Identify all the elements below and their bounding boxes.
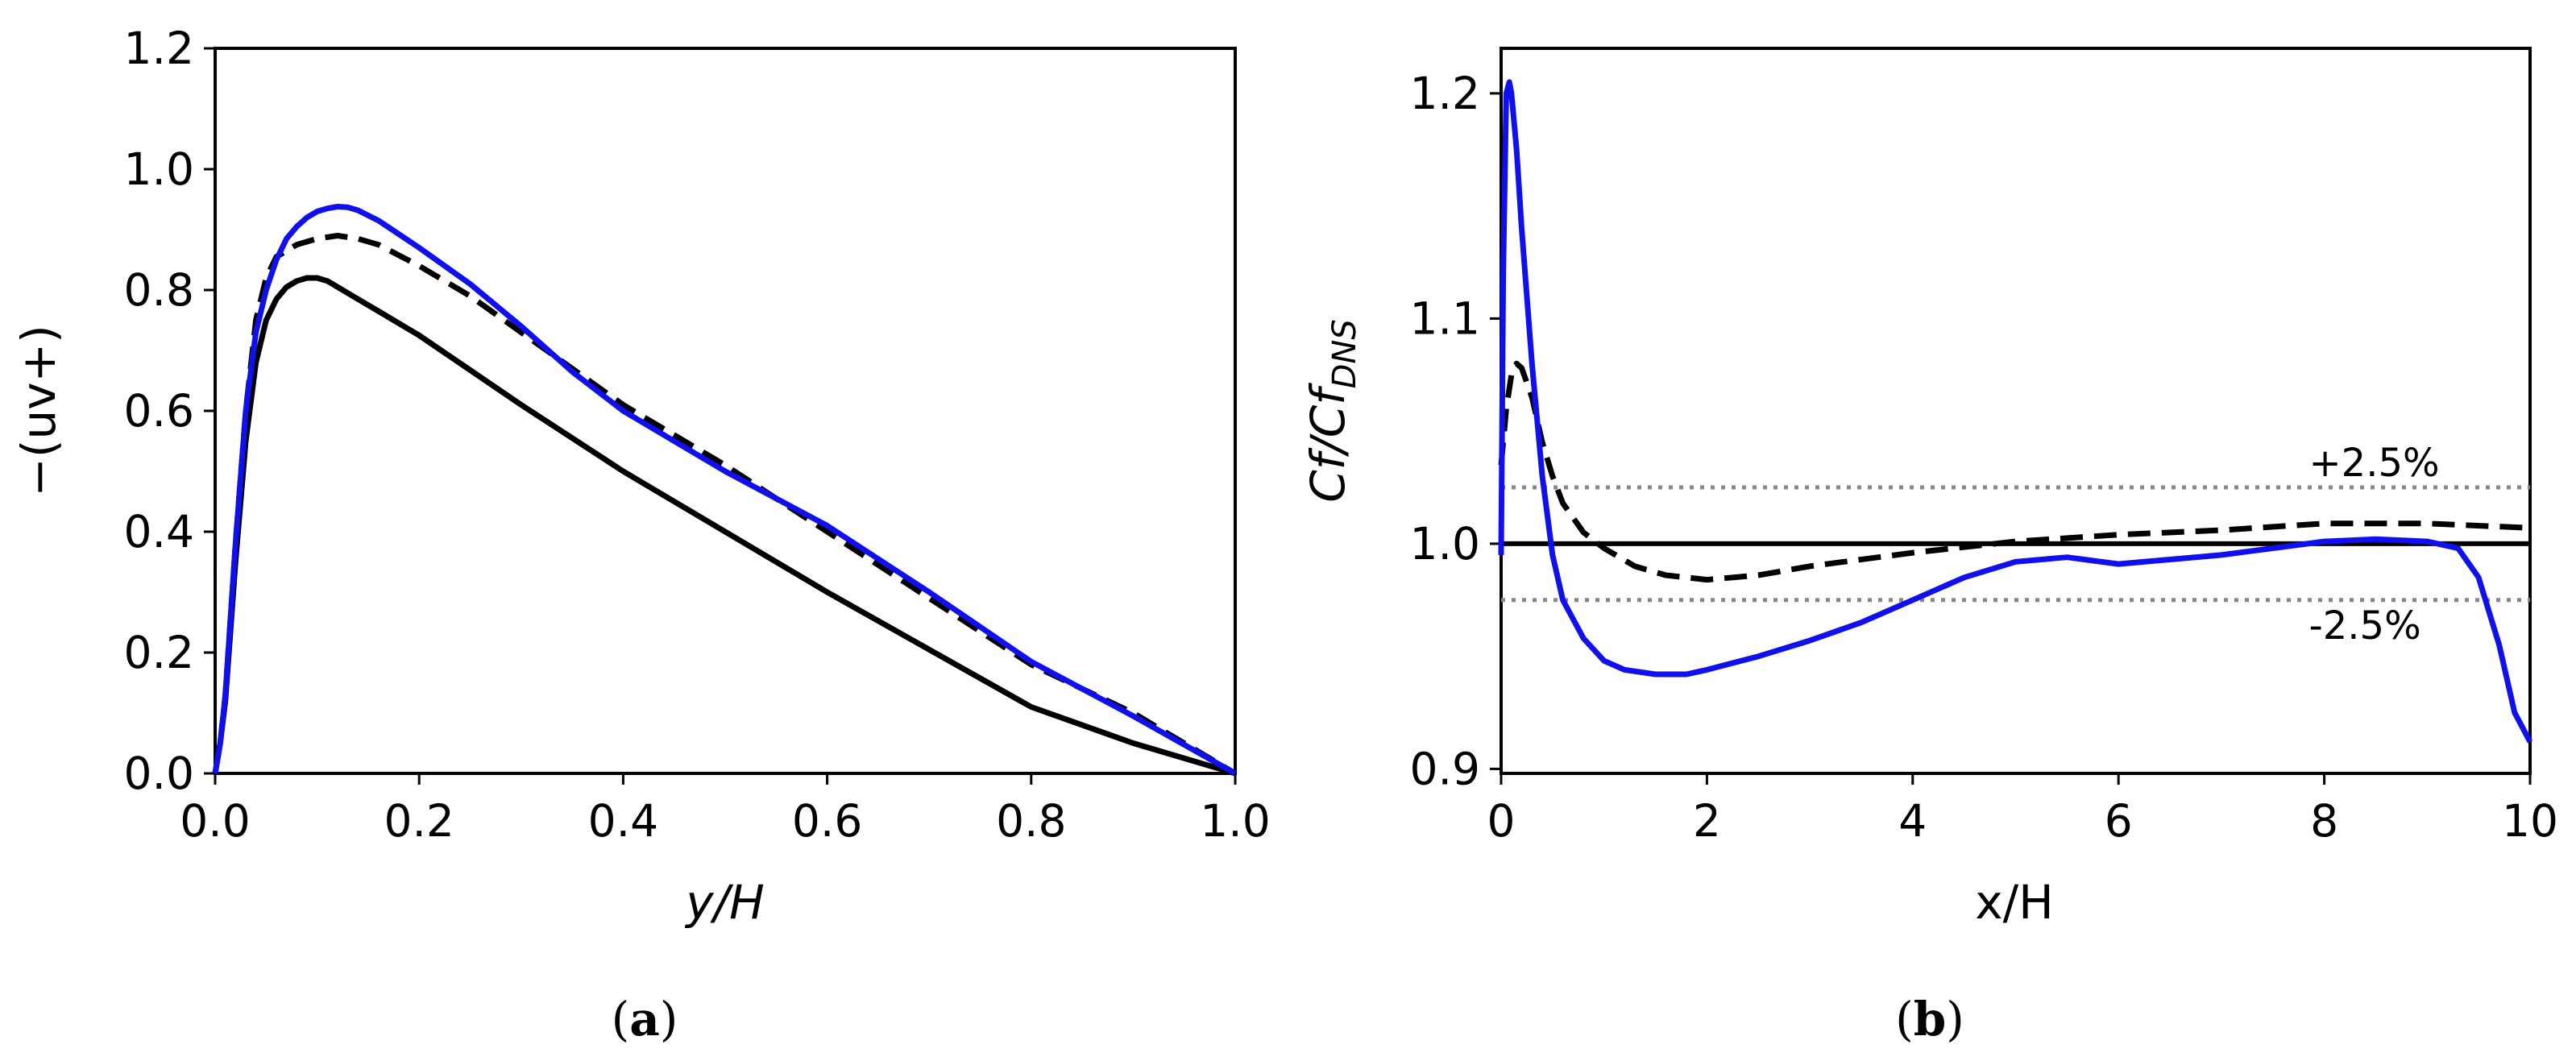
panel-b-xtick-label: 10: [2502, 795, 2558, 847]
panel-b-ytick-label: 1.0: [1410, 518, 1480, 570]
panel-b-ylabel-main: Cf/Cf: [1300, 383, 1355, 503]
panel-a-ytick-label: 0.4: [124, 506, 194, 557]
panel-a-ylabel: −(uv+): [11, 325, 66, 497]
panel-a-xtick-label: 0.0: [180, 795, 250, 847]
panel-a-ytick-label: 0.6: [124, 385, 194, 437]
panel-a-series-solid-black: [212, 275, 1236, 777]
panel-a-xtick-label: 0.6: [792, 795, 862, 847]
panel-b-frame: [1500, 47, 2532, 775]
panel-b-xtick-label: 2: [1693, 795, 1721, 847]
panel-b-ylabel-sub: DNS: [1326, 319, 1363, 388]
panel-a-xlabel: y/H: [684, 875, 764, 930]
panel-b: 0 2 4 6 8 10 0.9 1.0 1.1 1.2 +2.5% -2.5% x/H Cf/Cf…: [1300, 47, 2558, 1046]
panel-a-ytick-label: 0.0: [124, 748, 194, 799]
panel-b-xlabel: x/H: [1975, 875, 2053, 930]
panel-a-xtick-label: 0.4: [588, 795, 658, 847]
panel-b-caption: (b): [1895, 992, 1964, 1046]
panel-b-series-blue: [1498, 79, 2533, 744]
panel-a-frame: [214, 47, 1237, 775]
panel-a-ytick-label: 0.8: [124, 264, 194, 316]
panel-a-ytick-label: 1.2: [124, 23, 194, 74]
panel-b-ylabel-group: Cf/CfDNS: [1300, 319, 1363, 503]
panel-a: 0.0 0.2 0.4 0.6 0.8 1.00.00.20.40.60.81.01.2 …: [11, 23, 1271, 1046]
panel-b-ytick-label: 1.1: [1410, 292, 1480, 344]
panel-b-band-label: -2.5%: [2308, 603, 2420, 649]
panel-a-ytick-label: 0.2: [124, 627, 194, 678]
panel-b-band-label: +2.5%: [2308, 441, 2439, 486]
panel-a-xtick-label: 0.8: [996, 795, 1066, 847]
panel-b-ytick-label: 0.9: [1410, 743, 1480, 794]
panel-b-xtick-label: 6: [2105, 795, 2133, 847]
panel-b-series-dashed-black: [1498, 360, 2531, 583]
panel-a-xtick-label: 1.0: [1200, 795, 1270, 847]
panel-b-ytick-label: 1.2: [1410, 68, 1480, 119]
panel-b-xtick-label: 4: [1898, 795, 1927, 847]
panel-a-series-blue: [212, 204, 1237, 777]
panel-b-xtick-label: 8: [2310, 795, 2338, 847]
panel-a-series-dashed-black: [212, 233, 1237, 777]
panel-b-xtick-label: 0: [1487, 795, 1516, 847]
panel-b-ylabel: Cf/CfDNS: [1300, 319, 1363, 503]
panel-a-ytick-label: 1.0: [124, 143, 194, 195]
panel-a-xtick-label: 0.2: [384, 795, 454, 847]
panel-a-caption: (a): [612, 992, 678, 1046]
